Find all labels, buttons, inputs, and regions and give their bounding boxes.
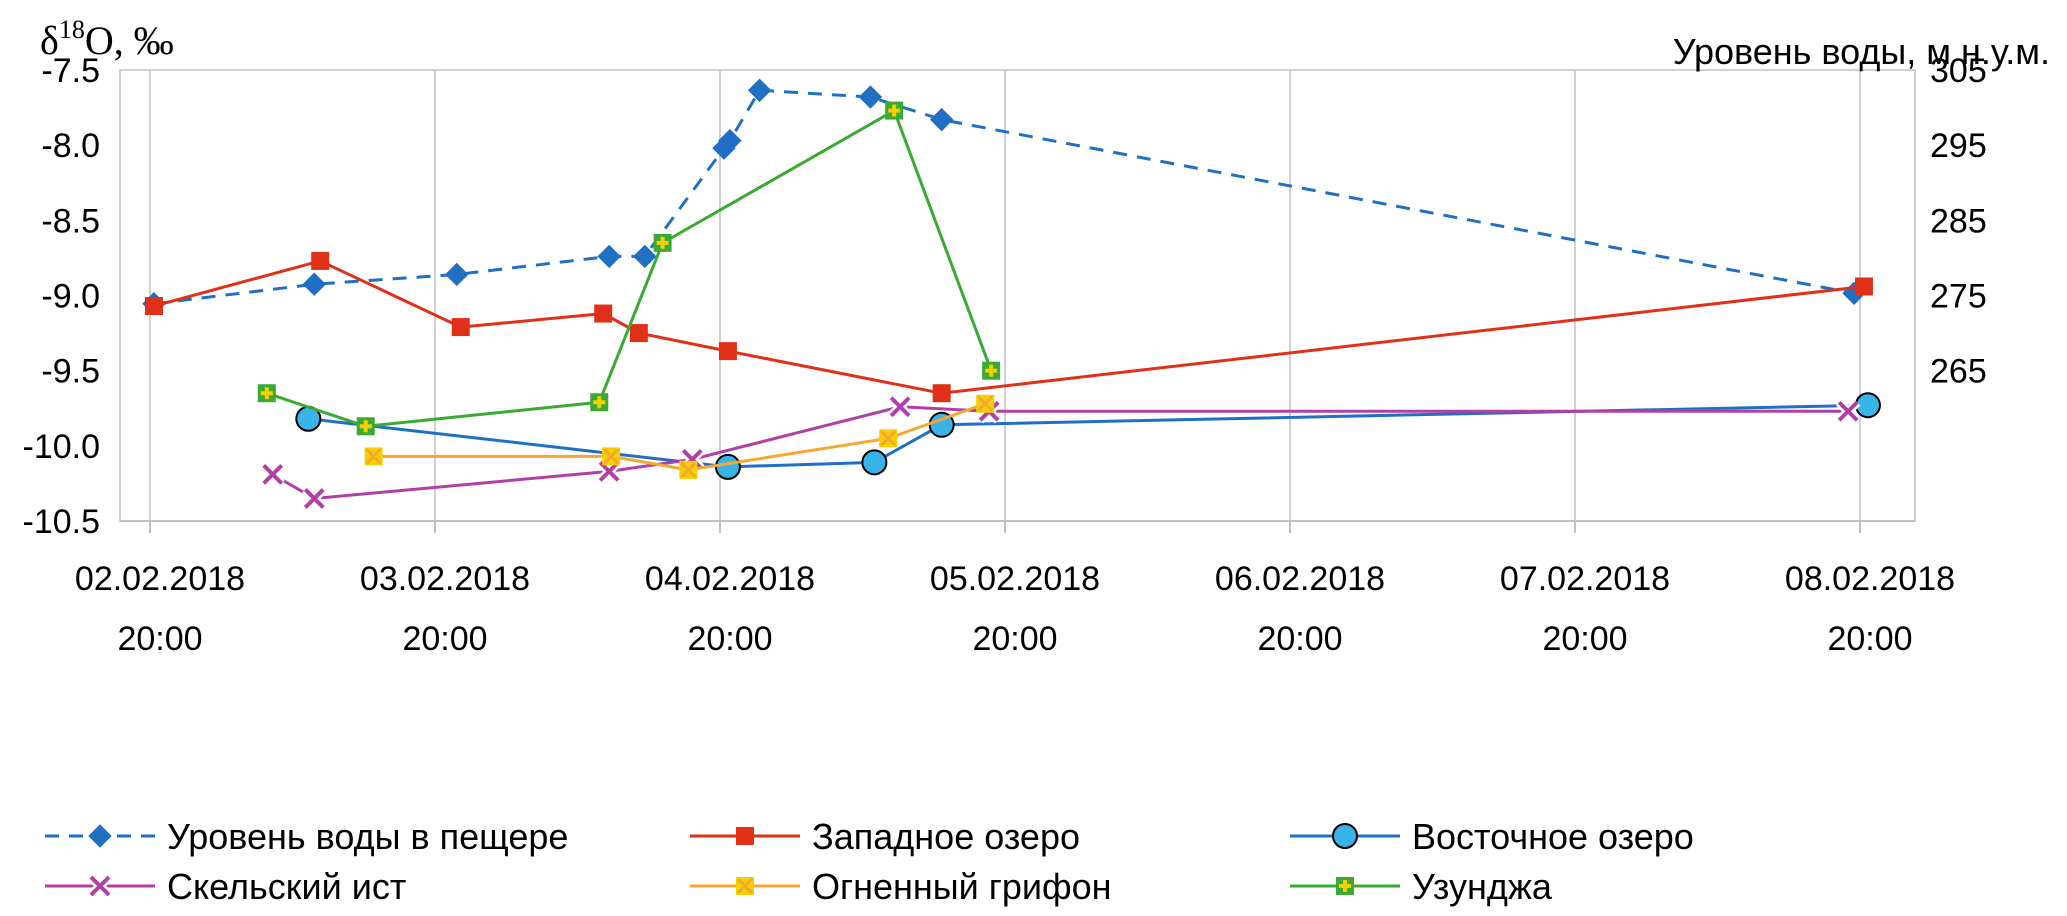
series-point [679, 460, 698, 479]
series-point [602, 447, 621, 466]
legend-item: Скельский ист [45, 866, 406, 907]
plot-frame [119, 69, 1916, 522]
series-point [88, 824, 112, 848]
x-tick-time: 20:00 [972, 620, 1057, 658]
series-point [1835, 399, 1861, 424]
series-point [594, 304, 613, 323]
x-tick-time: 20:00 [687, 620, 772, 658]
series-point [445, 262, 469, 287]
legend-label: Восточное озеро [1412, 816, 1694, 857]
series-point [982, 361, 1001, 380]
series-point [302, 486, 327, 511]
series-layer [142, 78, 1881, 511]
series-point [629, 324, 648, 343]
series-point [597, 244, 621, 269]
series-point [736, 877, 754, 895]
left-tick-label: -7.5 [41, 52, 100, 90]
series-point [976, 394, 995, 413]
series-3 [295, 392, 1881, 480]
x-tick-date: 06.02.2018 [1215, 560, 1385, 598]
x-tick-date: 04.02.2018 [645, 560, 815, 598]
right-tick-label: 265 [1930, 353, 1987, 391]
left-tick-label: -9.5 [41, 353, 100, 391]
legend-label: Огненный грифон [812, 866, 1112, 907]
series-point [311, 251, 330, 270]
series-point [356, 417, 375, 436]
series-point [1332, 823, 1358, 849]
series-point [653, 233, 672, 252]
legend-label: Узунджа [1412, 866, 1553, 907]
right-tick-label: 295 [1930, 127, 1987, 165]
right-axis-title: Уровень воды, м н.у.м. [1673, 31, 2050, 72]
left-tick-label: -8.5 [41, 202, 100, 240]
series-point [718, 342, 737, 361]
series-point [87, 873, 113, 899]
series-point [887, 394, 913, 419]
x-tick-time: 20:00 [1542, 620, 1627, 658]
series-point [858, 85, 883, 109]
series-point [1336, 877, 1354, 895]
left-tick-label: -8.0 [41, 127, 100, 165]
series-point [590, 393, 609, 412]
x-tick-time: 20:00 [402, 620, 487, 658]
series-point [144, 297, 163, 316]
legend-item: Уровень воды в пещере [45, 816, 568, 857]
series-point [718, 128, 742, 153]
left-axis-ticks: -7.5 -8.0 -8.5 -9.0 -9.5 -10.0 -10.5 [23, 52, 101, 541]
series-4 [260, 394, 1861, 511]
series-point [596, 459, 622, 484]
series-point [633, 244, 657, 269]
x-tick-date: 03.02.2018 [360, 560, 530, 598]
series-point [257, 384, 276, 403]
series-point [861, 449, 888, 476]
left-tick-label: -10.5 [23, 503, 101, 541]
chart-axes [120, 520, 1915, 533]
series-point [260, 462, 285, 487]
right-axis-ticks: 305 295 285 275 265 [1930, 52, 1987, 391]
x-tick-date: 07.02.2018 [1500, 560, 1670, 598]
series-line [266, 108, 993, 428]
right-tick-label: 275 [1930, 278, 1987, 316]
series-point [885, 101, 904, 120]
series-point [451, 318, 470, 337]
series-point [747, 78, 772, 103]
legend-label: Западное озеро [812, 816, 1080, 857]
x-tick-time: 20:00 [117, 620, 202, 658]
series-point [736, 827, 754, 845]
legend-label: Скельский ист [167, 866, 406, 907]
x-tick-date: 02.02.2018 [75, 560, 245, 598]
legend-label: Уровень воды в пещере [167, 816, 568, 857]
left-axis-title: δ18O, ‰ [40, 15, 174, 63]
x-axis-ticks: 02.02.2018 20:00 03.02.2018 20:00 04.02.2018… [75, 560, 1955, 658]
series-point [714, 453, 741, 480]
legend-item: Узунджа [1290, 866, 1553, 907]
chart-grid [119, 69, 1916, 522]
series-point [364, 447, 383, 466]
series-5 [364, 394, 995, 479]
series-line [271, 405, 1849, 500]
x-tick-time: 20:00 [1257, 620, 1342, 658]
x-tick-time: 20:00 [1827, 620, 1912, 658]
legend: Уровень воды в пещере Западное озеро Восто… [45, 816, 1694, 907]
left-tick-label: -10.0 [23, 428, 101, 466]
legend-item: Восточное озеро [1290, 816, 1694, 857]
right-tick-label: 285 [1930, 202, 1987, 240]
x-tick-date: 08.02.2018 [1785, 560, 1955, 598]
series-point [302, 272, 326, 296]
series-point [929, 107, 954, 132]
legend-item: Огненный грифон [690, 866, 1112, 907]
series-point [1854, 277, 1873, 296]
series-line [153, 259, 1865, 395]
legend-item: Западное озеро [690, 816, 1080, 857]
series-point [932, 384, 951, 403]
series-6 [257, 101, 1001, 436]
right-tick-label: 305 [1930, 52, 1987, 90]
left-tick-label: -9.0 [41, 278, 100, 316]
series-point [879, 429, 898, 448]
x-tick-date: 05.02.2018 [930, 560, 1100, 598]
series-2 [144, 251, 1873, 403]
